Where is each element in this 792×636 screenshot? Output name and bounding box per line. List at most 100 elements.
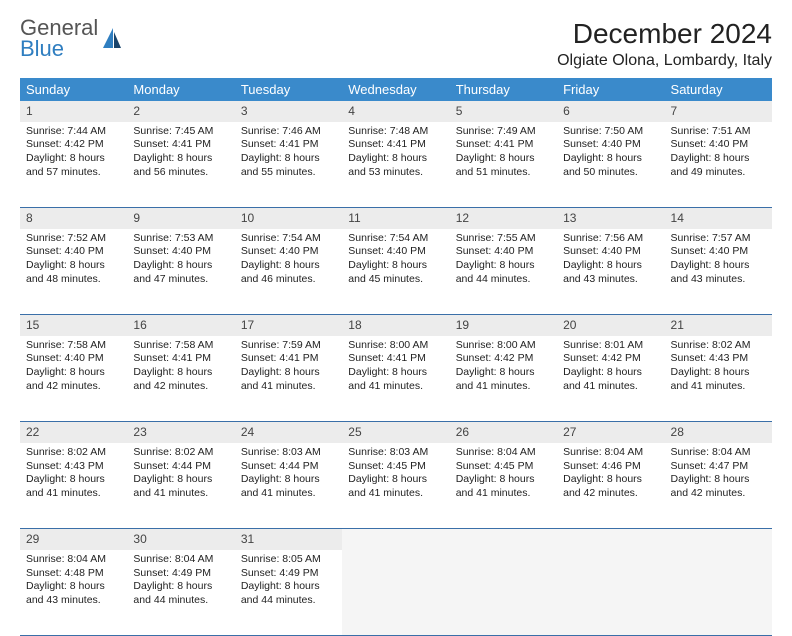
sunrise-line: Sunrise: 7:46 AM xyxy=(241,125,336,139)
daylight-line: Daylight: 8 hours and 41 minutes. xyxy=(348,473,443,500)
daylight-line: Daylight: 8 hours and 41 minutes. xyxy=(456,473,551,500)
sunset-line: Sunset: 4:41 PM xyxy=(241,138,336,152)
weekday-header-row: SundayMondayTuesdayWednesdayThursdayFrid… xyxy=(20,78,772,101)
day-number-cell: 21 xyxy=(665,315,772,336)
calendar-week-row: Sunrise: 8:04 AMSunset: 4:48 PMDaylight:… xyxy=(20,550,772,636)
sunrise-line: Sunrise: 8:03 AM xyxy=(348,446,443,460)
calendar-cell: Sunrise: 8:00 AMSunset: 4:42 PMDaylight:… xyxy=(450,336,557,422)
day-number-cell: 23 xyxy=(127,422,234,443)
sunrise-line: Sunrise: 8:00 AM xyxy=(456,339,551,353)
calendar-cell: Sunrise: 8:04 AMSunset: 4:45 PMDaylight:… xyxy=(450,443,557,529)
sunrise-line: Sunrise: 7:57 AM xyxy=(671,232,766,246)
day-number-cell: 18 xyxy=(342,315,449,336)
day-number-row: 891011121314 xyxy=(20,208,772,229)
daylight-line: Daylight: 8 hours and 44 minutes. xyxy=(456,259,551,286)
weekday-header: Wednesday xyxy=(342,78,449,101)
sunset-line: Sunset: 4:40 PM xyxy=(348,245,443,259)
daylight-line: Daylight: 8 hours and 50 minutes. xyxy=(563,152,658,179)
calendar-cell: Sunrise: 8:02 AMSunset: 4:43 PMDaylight:… xyxy=(20,443,127,529)
title-block: December 2024 Olgiate Olona, Lombardy, I… xyxy=(557,18,772,70)
day-number-row: 22232425262728 xyxy=(20,422,772,443)
calendar-week-row: Sunrise: 7:44 AMSunset: 4:42 PMDaylight:… xyxy=(20,122,772,208)
sunset-line: Sunset: 4:41 PM xyxy=(456,138,551,152)
daylight-line: Daylight: 8 hours and 41 minutes. xyxy=(456,366,551,393)
sunrise-line: Sunrise: 8:02 AM xyxy=(671,339,766,353)
calendar-cell: Sunrise: 8:04 AMSunset: 4:48 PMDaylight:… xyxy=(20,550,127,636)
daylight-line: Daylight: 8 hours and 43 minutes. xyxy=(26,580,121,607)
day-number-cell: 29 xyxy=(20,529,127,550)
calendar-cell: Sunrise: 7:51 AMSunset: 4:40 PMDaylight:… xyxy=(665,122,772,208)
weekday-header: Tuesday xyxy=(235,78,342,101)
day-number-cell: 26 xyxy=(450,422,557,443)
day-number-cell: 27 xyxy=(557,422,664,443)
day-number-cell: 5 xyxy=(450,101,557,122)
sunset-line: Sunset: 4:44 PM xyxy=(241,460,336,474)
day-number-cell xyxy=(665,529,772,550)
calendar-cell: Sunrise: 7:53 AMSunset: 4:40 PMDaylight:… xyxy=(127,229,234,315)
calendar-cell: Sunrise: 7:54 AMSunset: 4:40 PMDaylight:… xyxy=(342,229,449,315)
day-number-cell: 17 xyxy=(235,315,342,336)
header: General Blue December 2024 Olgiate Olona… xyxy=(20,18,772,70)
calendar-cell: Sunrise: 8:05 AMSunset: 4:49 PMDaylight:… xyxy=(235,550,342,636)
day-number-row: 293031 xyxy=(20,529,772,550)
daylight-line: Daylight: 8 hours and 41 minutes. xyxy=(348,366,443,393)
sunset-line: Sunset: 4:40 PM xyxy=(671,138,766,152)
sunrise-line: Sunrise: 7:56 AM xyxy=(563,232,658,246)
calendar-cell: Sunrise: 7:59 AMSunset: 4:41 PMDaylight:… xyxy=(235,336,342,422)
sunrise-line: Sunrise: 8:04 AM xyxy=(133,553,228,567)
location-subtitle: Olgiate Olona, Lombardy, Italy xyxy=(557,52,772,70)
sunrise-line: Sunrise: 7:59 AM xyxy=(241,339,336,353)
weekday-header: Thursday xyxy=(450,78,557,101)
sunset-line: Sunset: 4:40 PM xyxy=(671,245,766,259)
sunrise-line: Sunrise: 8:00 AM xyxy=(348,339,443,353)
daylight-line: Daylight: 8 hours and 41 minutes. xyxy=(241,366,336,393)
sunset-line: Sunset: 4:46 PM xyxy=(563,460,658,474)
calendar-cell: Sunrise: 7:56 AMSunset: 4:40 PMDaylight:… xyxy=(557,229,664,315)
calendar-cell xyxy=(557,550,664,636)
calendar-cell: Sunrise: 7:48 AMSunset: 4:41 PMDaylight:… xyxy=(342,122,449,208)
day-number-cell: 19 xyxy=(450,315,557,336)
daylight-line: Daylight: 8 hours and 43 minutes. xyxy=(671,259,766,286)
calendar-cell: Sunrise: 7:54 AMSunset: 4:40 PMDaylight:… xyxy=(235,229,342,315)
sunrise-line: Sunrise: 8:04 AM xyxy=(26,553,121,567)
sunrise-line: Sunrise: 7:54 AM xyxy=(241,232,336,246)
calendar-cell: Sunrise: 8:04 AMSunset: 4:49 PMDaylight:… xyxy=(127,550,234,636)
day-number-cell: 14 xyxy=(665,208,772,229)
brand-blue: Blue xyxy=(20,39,98,60)
sunset-line: Sunset: 4:40 PM xyxy=(133,245,228,259)
day-number-cell: 15 xyxy=(20,315,127,336)
day-number-cell: 7 xyxy=(665,101,772,122)
calendar-week-row: Sunrise: 7:58 AMSunset: 4:40 PMDaylight:… xyxy=(20,336,772,422)
calendar-cell xyxy=(450,550,557,636)
calendar-week-row: Sunrise: 8:02 AMSunset: 4:43 PMDaylight:… xyxy=(20,443,772,529)
calendar-cell: Sunrise: 8:00 AMSunset: 4:41 PMDaylight:… xyxy=(342,336,449,422)
calendar-cell: Sunrise: 8:02 AMSunset: 4:44 PMDaylight:… xyxy=(127,443,234,529)
day-number-cell: 8 xyxy=(20,208,127,229)
sunset-line: Sunset: 4:40 PM xyxy=(563,245,658,259)
calendar-cell: Sunrise: 8:03 AMSunset: 4:45 PMDaylight:… xyxy=(342,443,449,529)
day-number-cell: 28 xyxy=(665,422,772,443)
day-number-cell: 11 xyxy=(342,208,449,229)
daylight-line: Daylight: 8 hours and 42 minutes. xyxy=(671,473,766,500)
day-number-cell: 20 xyxy=(557,315,664,336)
sunrise-line: Sunrise: 7:55 AM xyxy=(456,232,551,246)
day-number-cell: 13 xyxy=(557,208,664,229)
daylight-line: Daylight: 8 hours and 56 minutes. xyxy=(133,152,228,179)
sunset-line: Sunset: 4:40 PM xyxy=(456,245,551,259)
sunset-line: Sunset: 4:41 PM xyxy=(348,352,443,366)
day-number-cell: 22 xyxy=(20,422,127,443)
calendar-cell: Sunrise: 8:04 AMSunset: 4:46 PMDaylight:… xyxy=(557,443,664,529)
daylight-line: Daylight: 8 hours and 57 minutes. xyxy=(26,152,121,179)
sunrise-line: Sunrise: 7:52 AM xyxy=(26,232,121,246)
calendar-cell: Sunrise: 8:04 AMSunset: 4:47 PMDaylight:… xyxy=(665,443,772,529)
day-number-cell xyxy=(342,529,449,550)
sunset-line: Sunset: 4:42 PM xyxy=(563,352,658,366)
sunrise-line: Sunrise: 8:04 AM xyxy=(456,446,551,460)
sunset-line: Sunset: 4:43 PM xyxy=(26,460,121,474)
daylight-line: Daylight: 8 hours and 41 minutes. xyxy=(133,473,228,500)
calendar-cell: Sunrise: 7:49 AMSunset: 4:41 PMDaylight:… xyxy=(450,122,557,208)
daylight-line: Daylight: 8 hours and 42 minutes. xyxy=(563,473,658,500)
daylight-line: Daylight: 8 hours and 49 minutes. xyxy=(671,152,766,179)
brand-logo: General Blue xyxy=(20,18,123,60)
calendar-cell: Sunrise: 7:45 AMSunset: 4:41 PMDaylight:… xyxy=(127,122,234,208)
